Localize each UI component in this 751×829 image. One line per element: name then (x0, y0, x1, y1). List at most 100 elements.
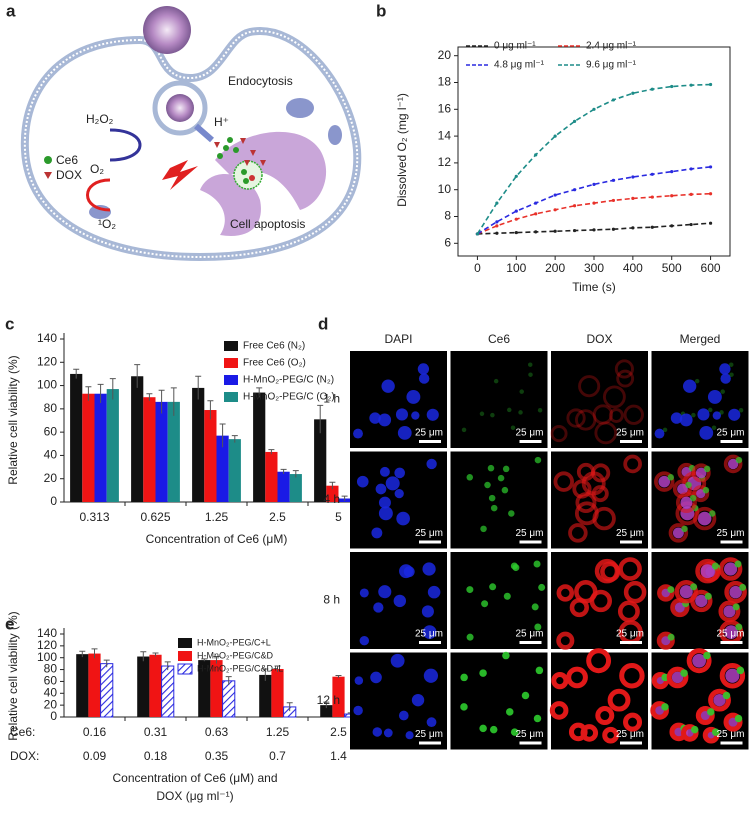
error-bar (286, 702, 293, 712)
ce6-signal (481, 600, 489, 608)
data-point (553, 193, 557, 197)
arrow (194, 123, 214, 143)
x-tick-label: 0.16 (83, 725, 107, 739)
nucleus (390, 653, 405, 668)
dox-signal (666, 666, 689, 689)
nucleus (356, 475, 369, 488)
micrograph: 25 μm (551, 451, 648, 549)
dox-signal (623, 454, 642, 474)
dox-signal (691, 463, 711, 483)
data-point (514, 230, 518, 235)
scale-bar-label: 25 μm (516, 729, 544, 740)
dox-signal (556, 631, 575, 650)
scale-bar (720, 741, 743, 745)
micrograph: 25 μm (350, 652, 447, 750)
data-point (670, 84, 674, 89)
nucleus (697, 511, 712, 526)
ce6-signal (508, 510, 515, 517)
ce6-signal (533, 560, 541, 568)
data-line (476, 83, 711, 235)
ce6-signal (681, 525, 688, 533)
dox-signal (602, 726, 619, 744)
data-point (650, 87, 654, 91)
dox-signal (586, 648, 612, 674)
scale-bar (620, 540, 642, 544)
scale-bar-label: 25 μm (616, 428, 644, 439)
nucleus (393, 594, 407, 608)
dox-signal (549, 701, 569, 720)
x-tick-label: 2.5 (330, 725, 347, 739)
dox-signal (695, 558, 720, 584)
data-point (534, 201, 538, 205)
dox-signal (695, 706, 715, 726)
data-point (534, 212, 538, 216)
y-axis-label: Dissolved O₂ (mg l⁻¹) (395, 93, 409, 207)
micrograph: 25 μm (450, 651, 548, 750)
nucleus (672, 527, 684, 539)
dox-signal (692, 485, 710, 503)
nucleus (426, 408, 439, 421)
vesicle (233, 160, 263, 190)
ce6-signal (479, 669, 487, 677)
nucleus (379, 466, 390, 477)
data-point (572, 228, 577, 233)
panel-label: c (5, 314, 14, 333)
ce6-signal (466, 633, 474, 641)
dox-signal (574, 580, 598, 604)
legend-label: H-MnO₂-PEG/C+L (197, 637, 271, 647)
dox-signal (594, 558, 620, 584)
y-tick-label: 10 (438, 182, 452, 196)
error-bar (323, 701, 330, 709)
ce6-signal (685, 481, 692, 489)
ce6-signal (490, 504, 498, 512)
dox-signal (623, 580, 647, 604)
bar (253, 392, 266, 502)
dox-signal (657, 584, 675, 602)
scale-bar-label: 25 μm (516, 528, 544, 539)
bar (259, 674, 272, 717)
nanoparticle (166, 94, 194, 122)
ce6-signal (703, 465, 711, 473)
row-name: DOX: (10, 749, 39, 763)
nucleus (670, 412, 683, 424)
y-tick-label: 100 (37, 378, 57, 392)
y-tick-label: 6 (444, 235, 451, 249)
bar (137, 656, 150, 717)
bar (204, 410, 217, 502)
image-background (450, 351, 548, 448)
nucleus (723, 562, 738, 576)
legend-dox (44, 172, 52, 179)
error-bar (201, 658, 208, 662)
data-point (650, 195, 654, 199)
label: Endocytosis (228, 74, 293, 88)
y-tick-label: 40 (44, 448, 58, 462)
dox-signal (675, 492, 697, 514)
x-tick-label: 1.25 (266, 725, 290, 739)
data-point (611, 98, 616, 102)
ce6-signal (667, 474, 675, 481)
dox-signal (551, 672, 569, 690)
row-label: 12 h (317, 693, 340, 707)
ce6-signal (709, 510, 716, 517)
label: H⁺ (214, 115, 229, 129)
ce6-signal (466, 586, 474, 594)
data-point (708, 82, 713, 87)
scale-bar (720, 641, 743, 644)
y-tick-label: 80 (44, 401, 58, 415)
error-bar (341, 495, 348, 501)
x-tick-label: 1.25 (205, 510, 229, 524)
ce6-signal (739, 583, 747, 591)
data-point (611, 178, 616, 182)
nucleus (417, 363, 430, 375)
error-bar (79, 650, 86, 658)
dox-signal (623, 712, 643, 732)
data-point (572, 204, 577, 208)
y-tick-label: 60 (44, 424, 58, 438)
nucleus (427, 585, 441, 599)
organelle (286, 98, 314, 118)
membrane-detail (23, 30, 359, 259)
y-axis-label: Relative cell viability (%) (6, 355, 20, 484)
bar (192, 387, 205, 502)
nucleus (378, 496, 391, 509)
dox-signal (580, 724, 599, 742)
